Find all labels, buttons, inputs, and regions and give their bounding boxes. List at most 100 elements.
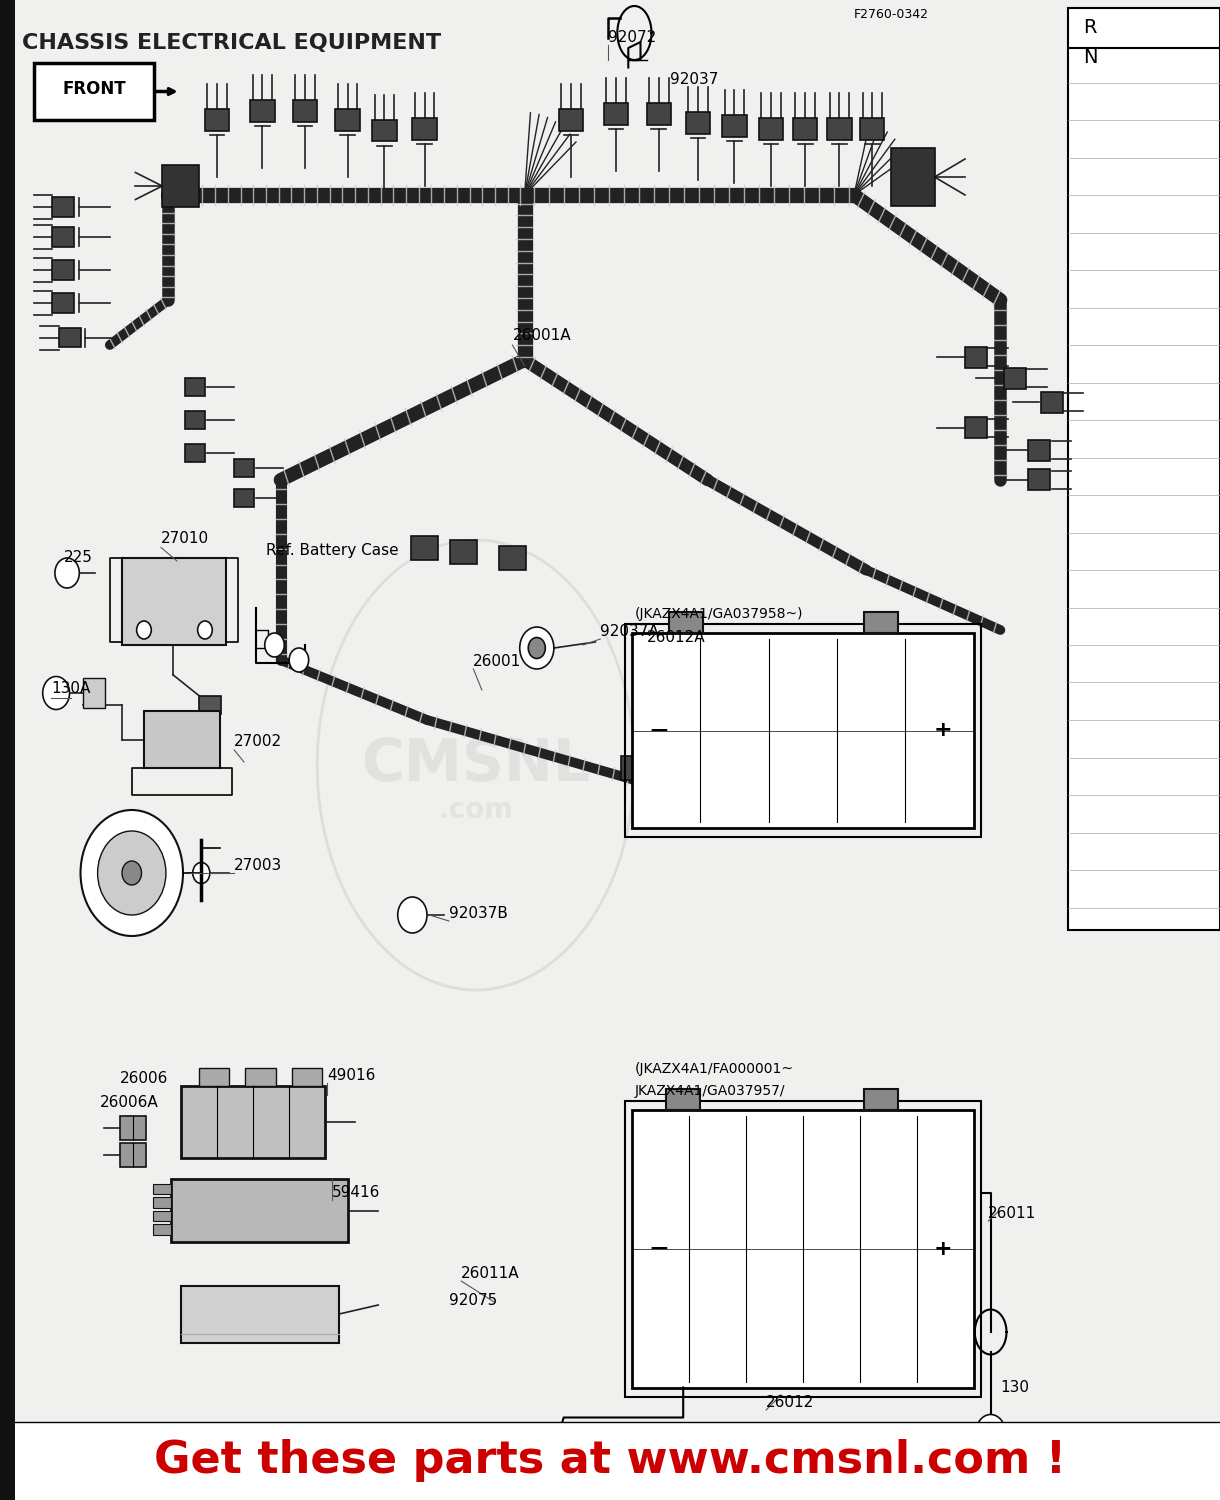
Bar	[152, 1210, 171, 1221]
Bar	[827, 118, 852, 140]
Bar	[52, 261, 74, 279]
Bar	[83, 678, 105, 708]
Text: 49016: 49016	[327, 1068, 376, 1083]
Text: 27003: 27003	[234, 858, 283, 873]
Text: 27002: 27002	[234, 734, 282, 748]
Text: (JKAZX4A1/FA000001~: (JKAZX4A1/FA000001~	[634, 1062, 793, 1076]
Text: R: R	[1083, 18, 1097, 38]
Bar	[181, 1286, 339, 1342]
Bar	[120, 1116, 146, 1140]
Circle shape	[55, 558, 79, 588]
Bar	[647, 104, 671, 125]
Text: JKAZX4A1/GA037957/: JKAZX4A1/GA037957/	[634, 1084, 784, 1098]
Bar	[412, 118, 437, 140]
Bar	[144, 711, 220, 768]
Bar	[34, 63, 154, 120]
Bar	[234, 459, 254, 477]
Bar	[864, 1089, 898, 1110]
Text: N: N	[1083, 48, 1098, 68]
Text: 27010: 27010	[161, 531, 209, 546]
Circle shape	[193, 862, 210, 883]
Bar	[625, 1101, 981, 1396]
Bar	[293, 100, 317, 122]
Bar	[152, 1224, 171, 1234]
Text: 26006A: 26006A	[100, 1095, 159, 1110]
Bar	[1028, 470, 1050, 490]
Bar	[621, 756, 648, 780]
Circle shape	[289, 648, 309, 672]
Bar	[52, 198, 74, 217]
Text: (JKAZX4A1/GA037958~): (JKAZX4A1/GA037958~)	[634, 608, 803, 621]
Circle shape	[122, 861, 142, 885]
Bar	[122, 558, 226, 645]
Text: +: +	[933, 720, 953, 741]
Text: 26011A: 26011A	[461, 1266, 520, 1281]
Bar	[205, 110, 229, 130]
Text: 92072: 92072	[608, 30, 656, 45]
Text: 26006: 26006	[120, 1071, 168, 1086]
Bar	[450, 540, 477, 564]
Bar	[722, 116, 747, 136]
Bar	[632, 1110, 974, 1388]
Circle shape	[81, 810, 183, 936]
Circle shape	[98, 831, 166, 915]
Bar	[891, 148, 935, 206]
Bar	[199, 696, 221, 714]
Text: F2760-0342: F2760-0342	[854, 8, 928, 21]
Text: 59416: 59416	[332, 1185, 381, 1200]
Text: 130A: 130A	[51, 681, 90, 696]
Text: 92037A: 92037A	[600, 624, 659, 639]
Text: −: −	[648, 718, 670, 742]
Text: Get these parts at www.cmsnl.com !: Get these parts at www.cmsnl.com !	[154, 1440, 1066, 1482]
Text: 26001: 26001	[473, 654, 522, 669]
Circle shape	[43, 676, 70, 710]
Text: 92037: 92037	[670, 72, 719, 87]
Text: 26001A: 26001A	[512, 328, 571, 344]
Text: FRONT: FRONT	[62, 80, 126, 98]
Bar	[292, 1068, 322, 1086]
Bar	[864, 612, 898, 633]
Bar	[181, 1086, 325, 1158]
Text: 92075: 92075	[449, 1293, 498, 1308]
Bar	[793, 118, 817, 140]
Bar	[1004, 368, 1026, 388]
Bar	[411, 536, 438, 560]
Bar	[625, 624, 981, 837]
Bar	[669, 612, 703, 633]
Text: 130: 130	[1000, 1380, 1030, 1395]
Circle shape	[198, 621, 212, 639]
Circle shape	[976, 1414, 1005, 1450]
Bar	[52, 292, 74, 312]
Text: +: +	[933, 1239, 953, 1258]
Bar	[632, 633, 974, 828]
Bar	[666, 1089, 700, 1110]
Bar	[1068, 8, 1220, 930]
Circle shape	[520, 627, 554, 669]
Circle shape	[137, 621, 151, 639]
Text: CMSNL: CMSNL	[361, 736, 590, 794]
Bar	[372, 120, 396, 141]
Bar	[651, 771, 678, 795]
Bar	[185, 411, 205, 429]
Bar	[860, 118, 884, 140]
Bar	[1028, 440, 1050, 460]
Bar	[185, 444, 205, 462]
Circle shape	[265, 633, 284, 657]
Bar	[1041, 392, 1063, 412]
Bar	[686, 112, 710, 134]
Bar	[759, 118, 783, 140]
Bar	[52, 228, 74, 246]
Bar	[336, 110, 360, 130]
Bar	[162, 165, 199, 207]
Bar	[965, 346, 987, 368]
Bar	[199, 1068, 229, 1086]
Bar	[185, 378, 205, 396]
Bar	[0, 0, 15, 1500]
Bar	[152, 1184, 171, 1194]
Bar	[15, 1422, 1220, 1500]
Text: Ref. Battery Case: Ref. Battery Case	[266, 543, 399, 558]
Bar	[234, 489, 254, 507]
Bar	[604, 104, 628, 125]
Bar	[120, 1143, 146, 1167]
Bar	[171, 1179, 348, 1242]
